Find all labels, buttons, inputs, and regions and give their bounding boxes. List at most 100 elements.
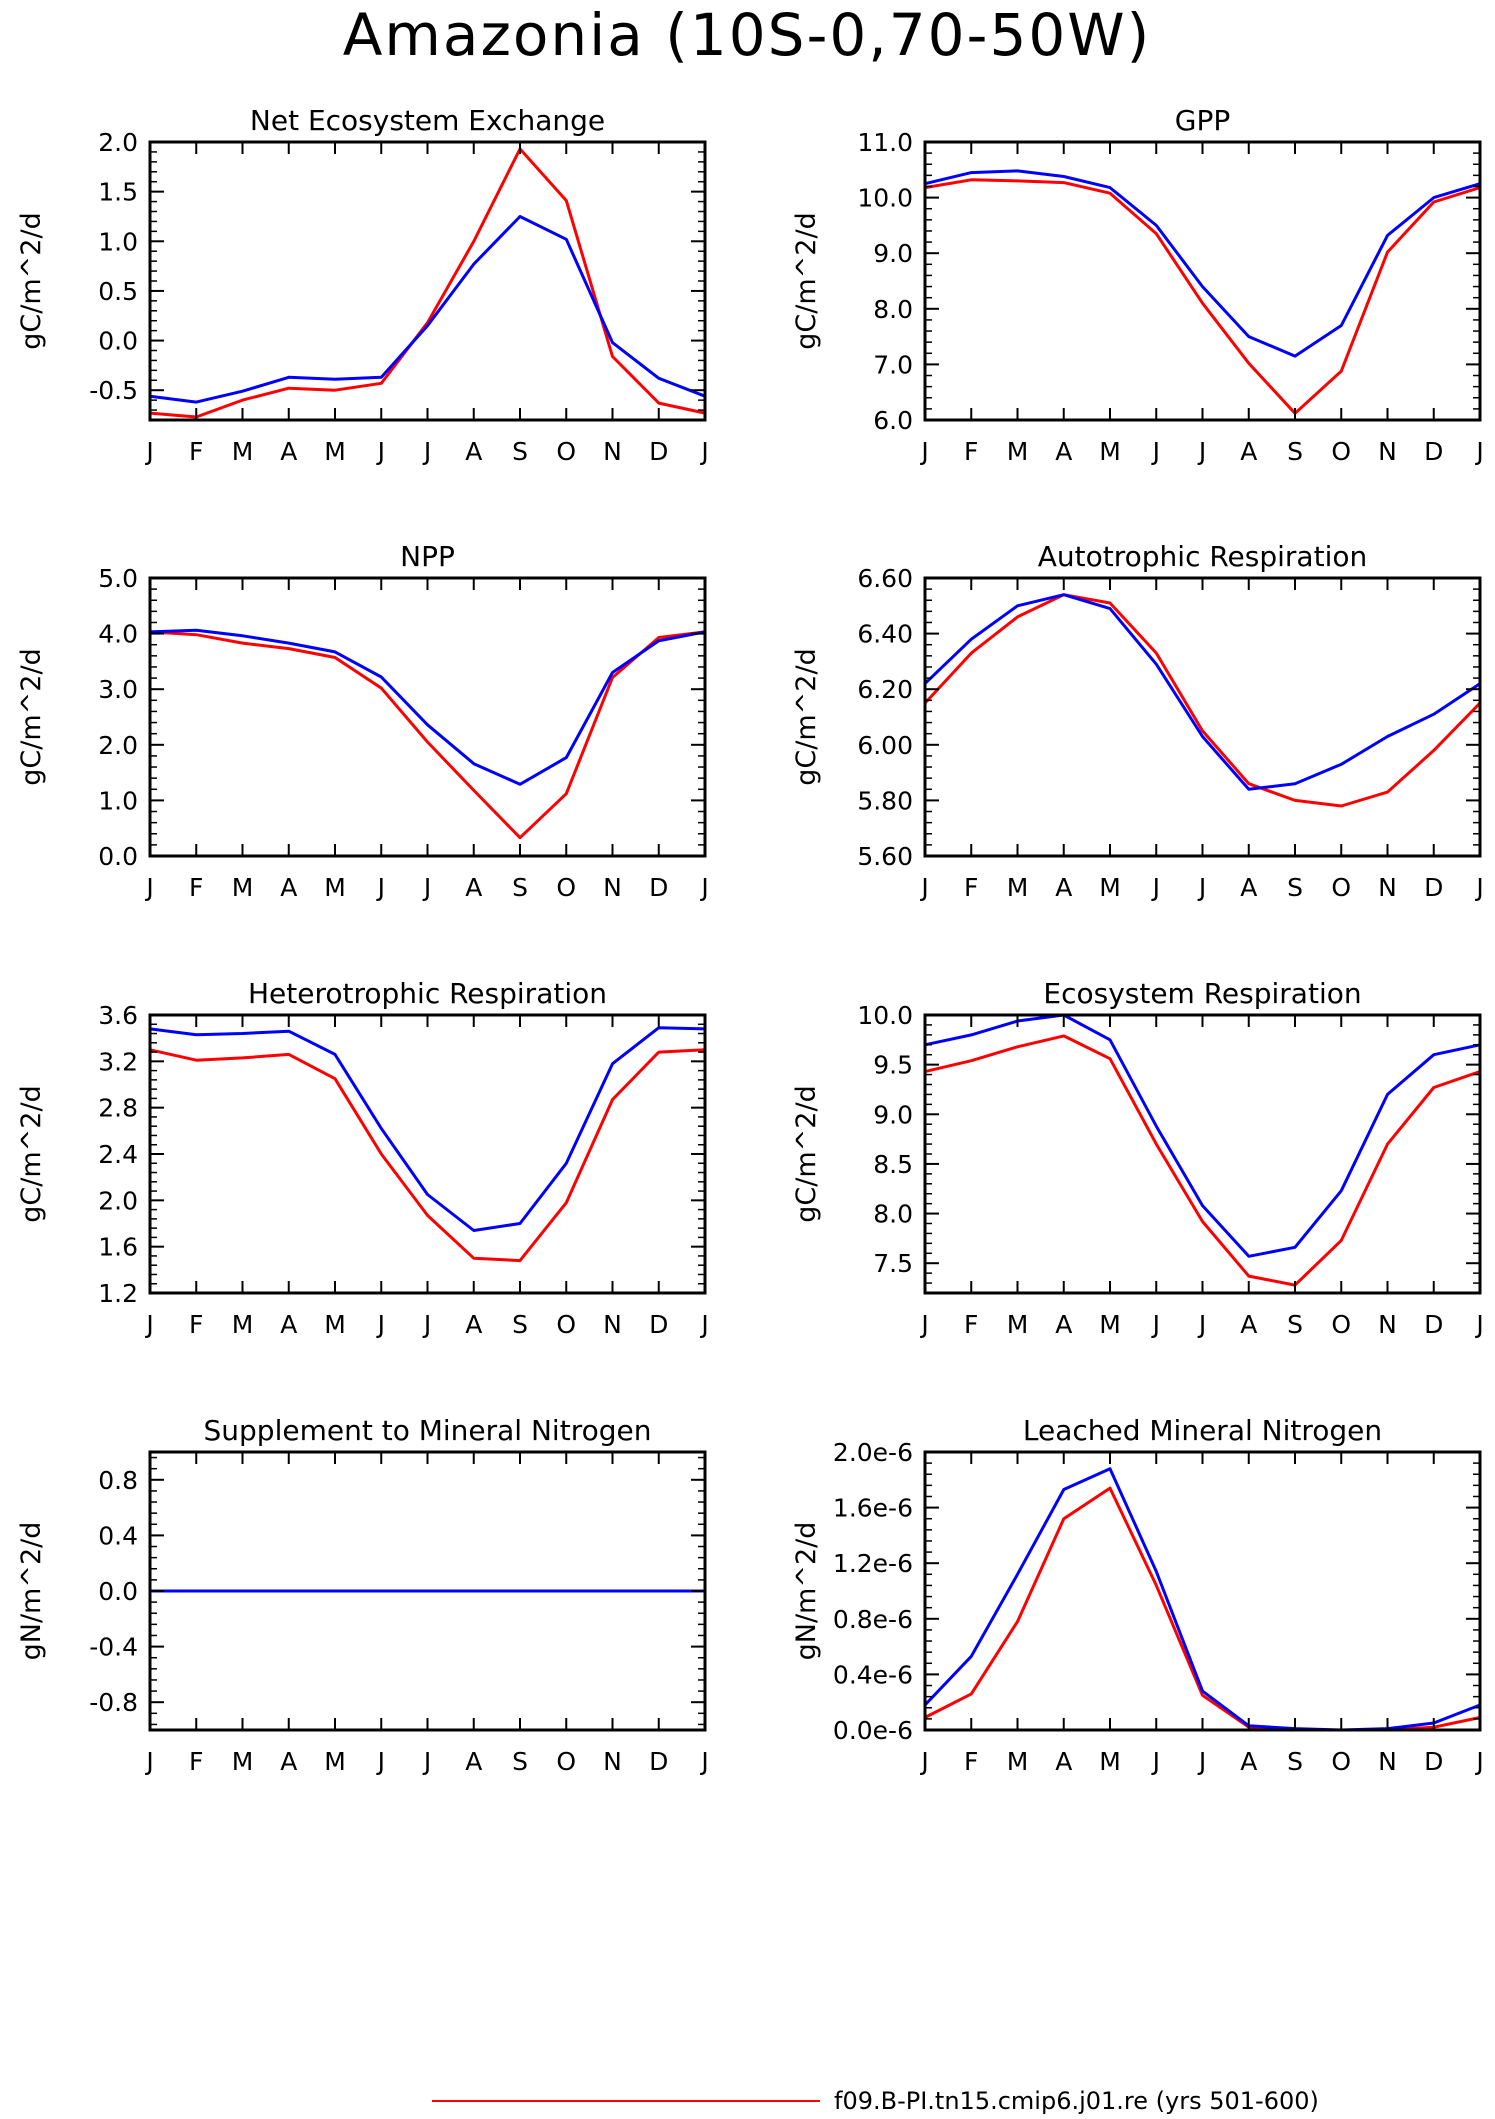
x-tick-label: A — [1055, 873, 1072, 902]
x-tick-label: O — [556, 873, 576, 902]
legend-label: f09.B-PI.tn15.cmip6.j01.re (yrs 501-600) — [834, 2087, 1319, 2115]
x-tick-label: J — [1151, 1310, 1160, 1339]
panel-title: Autotrophic Respiration — [1038, 540, 1367, 573]
panel-title: Leached Mineral Nitrogen — [1023, 1414, 1382, 1447]
x-tick-label: D — [649, 873, 668, 902]
x-tick-label: M — [1099, 873, 1121, 902]
x-tick-label: M — [1007, 1747, 1029, 1776]
x-tick-label: A — [1240, 437, 1257, 466]
y-tick-label: 0.4 — [98, 1521, 138, 1550]
x-tick-label: A — [1055, 437, 1072, 466]
x-tick-label: M — [1007, 1310, 1029, 1339]
x-tick-label: A — [1240, 873, 1257, 902]
x-tick-label: F — [964, 1310, 978, 1339]
x-tick-label: N — [1378, 1310, 1397, 1339]
x-tick-label: J — [376, 437, 385, 466]
x-tick-label: F — [964, 1747, 978, 1776]
x-tick-label: M — [1099, 437, 1121, 466]
x-tick-label: M — [324, 873, 346, 902]
y-tick-label: 2.0 — [98, 731, 138, 760]
y-tick-label: -0.5 — [89, 376, 138, 405]
y-tick-label: 3.2 — [98, 1047, 138, 1076]
panel-title: NPP — [400, 540, 455, 573]
y-tick-label: 6.40 — [857, 620, 913, 649]
x-tick-label: S — [512, 1310, 528, 1339]
x-tick-label: J — [376, 1747, 385, 1776]
x-tick-label: J — [1474, 873, 1483, 902]
y-tick-label: 2.0 — [98, 128, 138, 157]
x-tick-label: J — [919, 437, 928, 466]
y-axis-label: gN/m^2/d — [791, 1522, 822, 1661]
x-tick-label: J — [919, 873, 928, 902]
y-tick-label: 3.6 — [98, 1001, 138, 1030]
x-tick-label: S — [1287, 437, 1303, 466]
x-tick-label: N — [603, 1747, 622, 1776]
x-tick-label: M — [324, 1747, 346, 1776]
x-tick-label: S — [512, 437, 528, 466]
x-tick-label: J — [1151, 873, 1160, 902]
y-tick-label: 9.0 — [873, 239, 913, 268]
plot-frame — [148, 576, 707, 858]
x-tick-label: S — [1287, 1747, 1303, 1776]
series-line — [149, 1026, 706, 1232]
y-tick-label: 0.4e-6 — [833, 1660, 913, 1689]
y-tick-label: 0.8e-6 — [833, 1605, 913, 1634]
y-tick-label: 5.60 — [857, 842, 913, 871]
y-tick-label: 0.8 — [98, 1466, 138, 1495]
x-tick-label: O — [1331, 1310, 1351, 1339]
chart-panel: Supplement to Mineral Nitrogen gN/m^2/d J F… — [16, 1414, 709, 1776]
x-tick-label: J — [1474, 1310, 1483, 1339]
x-tick-label: O — [556, 437, 576, 466]
x-tick-label: F — [964, 437, 978, 466]
x-tick-label: N — [1378, 873, 1397, 902]
x-tick-label: A — [280, 1310, 297, 1339]
panel-title: Supplement to Mineral Nitrogen — [204, 1414, 652, 1447]
y-tick-label: 6.0 — [873, 406, 913, 435]
y-axis-label: gC/m^2/d — [16, 648, 47, 785]
series-line — [924, 178, 1481, 415]
x-tick-label: J — [144, 1747, 153, 1776]
x-tick-label: M — [1007, 437, 1029, 466]
series-line — [149, 1048, 706, 1263]
legend: f09.B-PI.tn15.cmip6.j01.re (yrs 501-600) — [432, 2087, 1319, 2115]
x-tick-label: D — [1424, 873, 1443, 902]
y-tick-label: 2.4 — [98, 1140, 138, 1169]
series-line — [924, 169, 1481, 358]
plot-frame — [923, 576, 1482, 858]
x-tick-label: M — [324, 1310, 346, 1339]
x-tick-label: J — [144, 1310, 153, 1339]
series-line — [924, 1034, 1481, 1287]
x-tick-label: D — [1424, 1310, 1443, 1339]
y-tick-label: 7.0 — [873, 350, 913, 379]
x-tick-label: S — [512, 1747, 528, 1776]
x-tick-label: M — [232, 1747, 254, 1776]
y-tick-label: 10.0 — [857, 184, 913, 213]
x-tick-label: A — [465, 1310, 482, 1339]
x-tick-label: M — [232, 437, 254, 466]
y-tick-label: 11.0 — [857, 128, 913, 157]
y-tick-label: 6.00 — [857, 731, 913, 760]
x-tick-label: M — [1007, 873, 1029, 902]
y-tick-label: 6.60 — [857, 564, 913, 593]
y-tick-label: 8.5 — [873, 1150, 913, 1179]
x-tick-label: J — [144, 437, 153, 466]
x-tick-label: D — [1424, 1747, 1443, 1776]
x-tick-label: J — [376, 1310, 385, 1339]
y-tick-label: 7.5 — [873, 1249, 913, 1278]
x-tick-label: M — [324, 437, 346, 466]
x-tick-label: M — [232, 873, 254, 902]
x-tick-label: J — [699, 1747, 708, 1776]
y-axis-label: gC/m^2/d — [791, 1085, 822, 1222]
y-tick-label: 2.0e-6 — [833, 1438, 913, 1467]
y-tick-label: 2.0 — [98, 1186, 138, 1215]
y-axis-label: gC/m^2/d — [791, 212, 822, 349]
x-tick-label: J — [699, 437, 708, 466]
series-line — [923, 1467, 1481, 1732]
y-tick-label: 0.0 — [98, 327, 138, 356]
